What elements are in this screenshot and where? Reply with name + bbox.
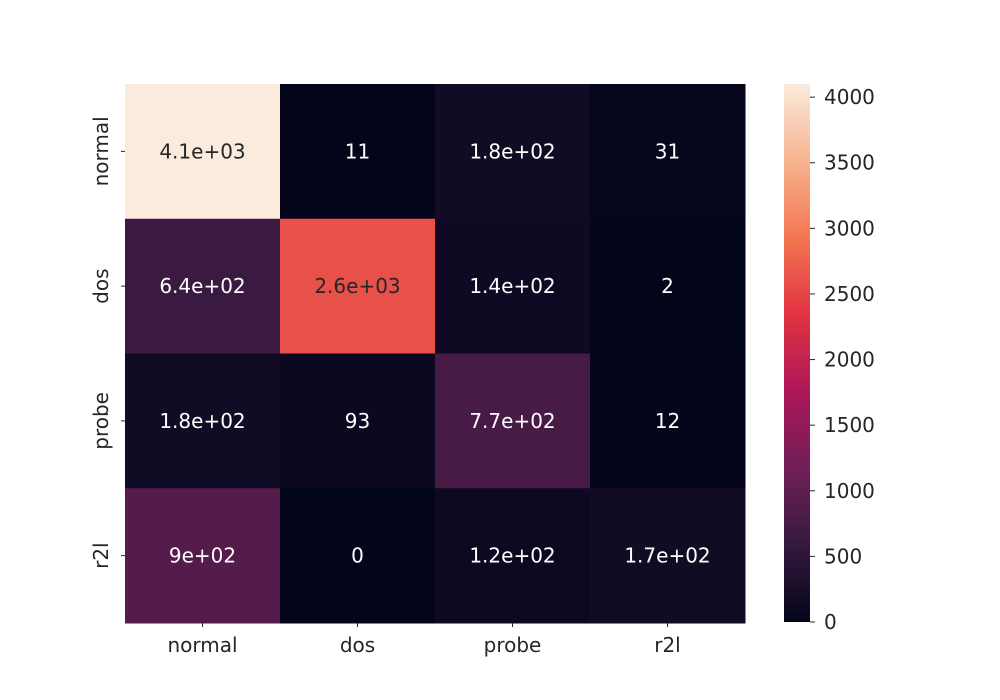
heatmap-cell: [125, 84, 281, 220]
y-tick-label: probe: [89, 392, 113, 450]
colorbar-tick-label: 0: [824, 610, 837, 634]
cell-annotation: 1.8e+02: [159, 409, 245, 433]
colorbar-tick-label: 1500: [824, 413, 875, 437]
heatmap-cell: [125, 353, 281, 489]
cell-annotation: 31: [655, 139, 680, 163]
colorbar-tick-label: 2000: [824, 348, 875, 372]
cell-annotation: 1.4e+02: [469, 274, 555, 298]
cell-annotation: 1.2e+02: [469, 544, 555, 568]
x-tick-label: r2l: [654, 633, 681, 657]
cell-annotation: 2: [661, 274, 674, 298]
cell-annotation: 6.4e+02: [159, 274, 245, 298]
heatmap-cell: [280, 84, 436, 220]
colorbar: [784, 84, 810, 622]
cell-annotation: 4.1e+03: [159, 139, 245, 163]
cell-annotation: 9e+02: [169, 544, 236, 568]
colorbar-tick-label: 3500: [824, 151, 875, 175]
heatmap-cell: [280, 488, 436, 624]
heatmap-cell: [590, 84, 746, 220]
heatmap-cell: [280, 353, 436, 489]
cell-annotation: 0: [351, 544, 364, 568]
x-tick-label: dos: [340, 633, 375, 657]
y-tick-label: dos: [89, 268, 113, 303]
colorbar-tick-label: 3000: [824, 216, 875, 240]
heatmap-cell: [435, 218, 591, 354]
heatmap-cell: [590, 488, 746, 624]
colorbar-tick-label: 2500: [824, 282, 875, 306]
colorbar-tick-label: 4000: [824, 85, 875, 109]
colorbar-tick-label: 1000: [824, 479, 875, 503]
heatmap-cell: [590, 353, 746, 489]
heatmap-cell: [280, 218, 436, 354]
cell-annotation: 11: [345, 139, 370, 163]
heatmap-cell: [125, 218, 281, 354]
colorbar-tick-label: 500: [824, 544, 862, 568]
y-tick-label: normal: [89, 116, 113, 186]
cell-annotation: 93: [345, 409, 370, 433]
cell-annotation: 2.6e+03: [314, 274, 400, 298]
cell-annotation: 1.7e+02: [624, 544, 710, 568]
heatmap-cell: [435, 84, 591, 220]
cell-annotation: 12: [655, 409, 680, 433]
heatmap-cell: [125, 488, 281, 624]
cell-annotation: 1.8e+02: [469, 139, 555, 163]
x-tick-label: probe: [484, 633, 542, 657]
heatmap-cell: [590, 218, 746, 354]
heatmap-cell: [435, 488, 591, 624]
y-tick-label: r2l: [89, 542, 113, 569]
x-tick-label: normal: [167, 633, 237, 657]
heatmap-cell: [435, 353, 591, 489]
cell-annotation: 7.7e+02: [469, 409, 555, 433]
